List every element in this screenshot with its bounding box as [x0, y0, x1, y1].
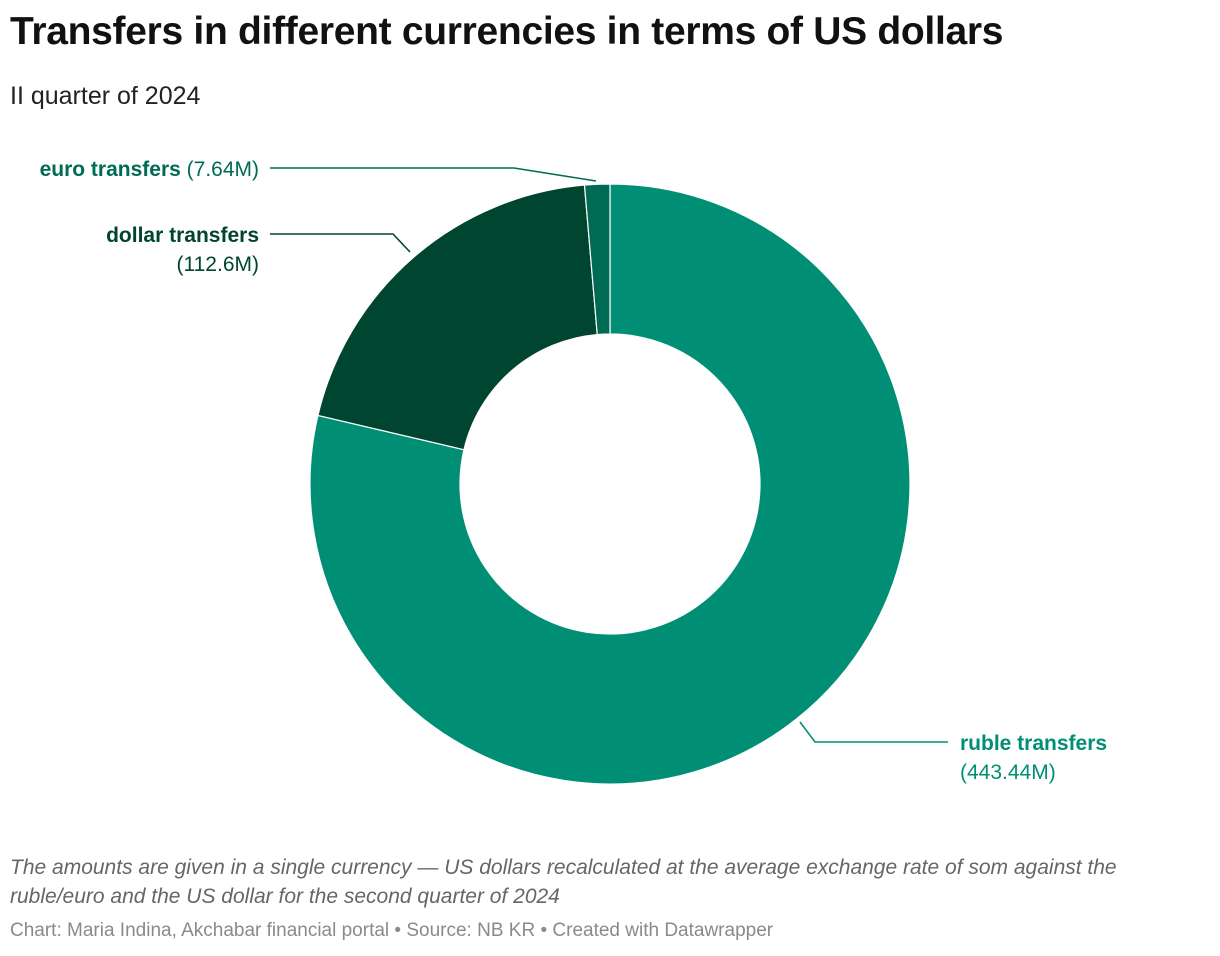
chart-notes: The amounts are given in a single curren… [10, 856, 1117, 908]
slice-dollar-transfers [317, 184, 598, 451]
slice-euro-transfers [583, 183, 611, 336]
chart-title: Transfers in different currencies in ter… [10, 10, 1004, 53]
chart-subtitle: II quarter of 2024 [10, 82, 201, 110]
donut-chart: ruble transfers (443.44M) dollar transfers… [40, 158, 1107, 785]
data-label-ruble-transfers: ruble transfers (443.44M) [960, 732, 1107, 784]
leader-line-euro-transfers [270, 167, 597, 182]
chart-footer: Chart: Maria Indina, Akchabar financial … [10, 920, 774, 941]
leader-line-ruble-transfers [799, 721, 948, 743]
leader-line-dollar-transfers [270, 233, 411, 253]
data-label-euro-transfers: euro transfers (7.64M) [40, 158, 259, 181]
data-label-dollar-transfers: dollar transfers (112.6M) [106, 224, 259, 276]
slice-ruble-transfers [309, 183, 911, 785]
